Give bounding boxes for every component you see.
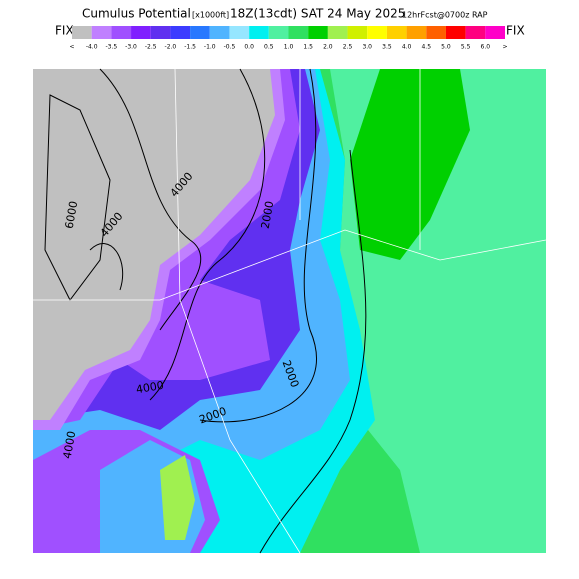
colorbar: < -4.0 -3.5 -3.0 -2.5 -2.0 -1.5 -1.0 -0.5 0.0 0.5 1… [69, 26, 508, 51]
colorbar-swatch [249, 26, 269, 39]
colorbar-swatch [91, 26, 112, 39]
colorbar-swatch [465, 26, 486, 39]
valid-time: 18Z(13cdt) SAT 24 May 2025 [230, 7, 405, 21]
colorbar-label: 5.0 [441, 44, 451, 51]
contour-label: 4000 [135, 379, 165, 397]
colorbar-swatch [386, 26, 407, 39]
colorbar-swatch [209, 26, 230, 39]
map [33, 68, 547, 554]
colorbar-label: -0.5 [224, 44, 236, 51]
contour-label: 2000 [259, 200, 277, 230]
contour-line [44, 94, 124, 301]
contour-line [149, 68, 266, 401]
colorbar-label: -1.5 [184, 44, 196, 51]
colorbar-label: 1.5 [303, 44, 313, 51]
colorbar-label: 0.0 [244, 44, 254, 51]
colorbar-label: < [69, 44, 74, 51]
colorbar-label: -1.0 [204, 44, 216, 51]
colorbar-swatch [150, 26, 171, 39]
contour-label: 6000 [63, 200, 81, 230]
colorbar-label: -2.5 [145, 44, 157, 51]
forecast: 12hrFcst@0700z RAP [402, 11, 488, 20]
colorbar-label: 2.0 [323, 44, 333, 51]
colorbar-label: -2.0 [165, 44, 177, 51]
contour-label: 4000 [61, 430, 79, 460]
colorbar-swatch [111, 26, 132, 39]
colorbar-label: 4.0 [402, 44, 412, 51]
colorbar-right-label: FIX [506, 24, 525, 38]
colorbar-left-label: FIX [55, 24, 74, 38]
field-gray [33, 69, 275, 420]
colorbar-swatch [190, 26, 210, 39]
units: [x1000ft] [192, 11, 229, 20]
colorbar-swatch [170, 26, 191, 39]
title: Cumulus Potential [82, 7, 191, 21]
colorbar-swatch [367, 26, 387, 39]
colorbar-swatch [445, 26, 466, 39]
colorbar-swatch [268, 26, 289, 39]
colorbar-label: 1.0 [284, 44, 294, 51]
colorbar-swatch [327, 26, 348, 39]
colorbar-swatch [229, 26, 250, 39]
colorbar-swatch [131, 26, 151, 39]
colorbar-swatch [485, 26, 505, 39]
colorbar-swatch [288, 26, 309, 39]
colorbar-label: 4.5 [421, 44, 431, 51]
contour-line [259, 149, 367, 554]
contour-line [99, 68, 202, 331]
field-green [350, 69, 470, 260]
state-border [33, 229, 547, 301]
state-border [174, 68, 421, 554]
colorbar-label: 6.0 [481, 44, 491, 51]
colorbar-label: 2.5 [343, 44, 353, 51]
colorbar-label: 3.0 [362, 44, 372, 51]
colorbar-swatch [308, 26, 328, 39]
colorbar-swatch [426, 26, 446, 39]
colorbar-label: -3.5 [106, 44, 118, 51]
colorbar-swatch [72, 26, 92, 39]
colorbar-label: > [502, 44, 507, 51]
contour-line [199, 68, 317, 423]
colorbar-label: 3.5 [382, 44, 392, 51]
field-yellow-green [160, 455, 195, 540]
colorbar-swatch [347, 26, 368, 39]
colorbar-label: 5.5 [461, 44, 471, 51]
colorbar-label: -3.0 [125, 44, 137, 51]
colorbar-label: -4.0 [86, 44, 98, 51]
colorbar-swatch [406, 26, 427, 39]
colorbar-label: 0.5 [264, 44, 274, 51]
